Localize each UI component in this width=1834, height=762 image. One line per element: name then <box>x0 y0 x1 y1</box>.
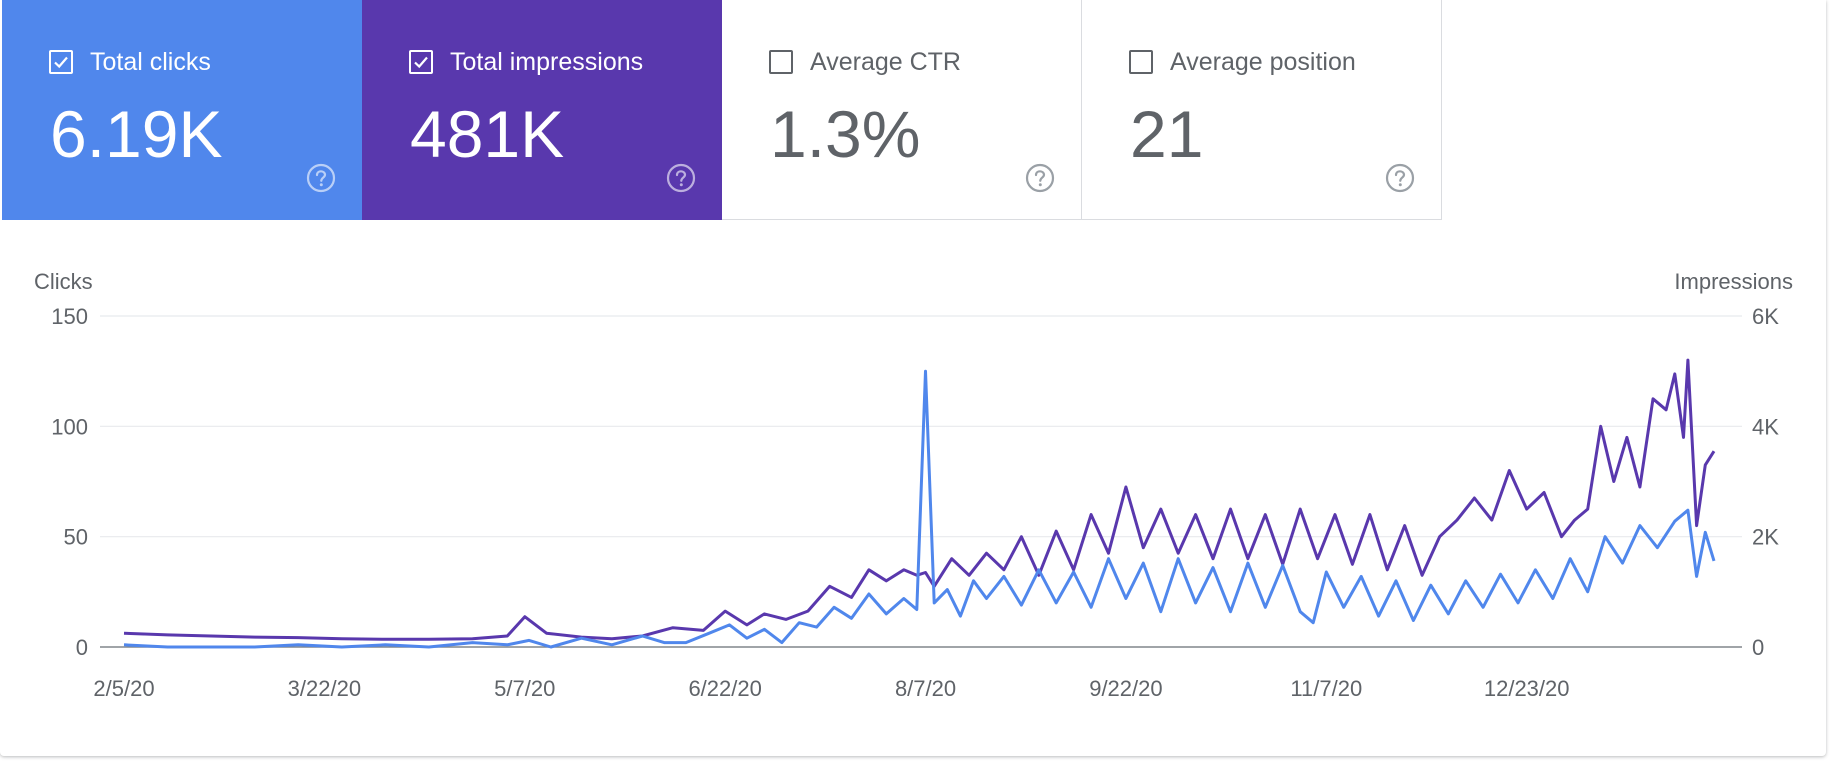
series-line-total-impressions <box>123 358 1716 641</box>
x-tick-label: 2/5/20 <box>93 676 154 701</box>
right-tick-label: 4K <box>1752 414 1779 439</box>
x-tick-label: 12/23/20 <box>1484 676 1570 701</box>
metric-average-position[interactable]: Average position 21 <box>1082 0 1442 220</box>
x-tick-label: 6/22/20 <box>688 676 761 701</box>
metric-tabs: Total clicks 6.19K Total impressions 481… <box>2 0 1442 220</box>
checkbox-icon[interactable] <box>769 50 793 74</box>
metric-value: 6.19K <box>50 97 223 171</box>
right-tick-label: 0 <box>1752 635 1764 660</box>
left-tick-label: 150 <box>51 304 88 329</box>
metric-total-clicks[interactable]: Total clicks 6.19K <box>2 0 362 220</box>
x-tick-label: 3/22/20 <box>288 676 361 701</box>
metric-label: Average position <box>1170 48 1356 76</box>
chart-gridlines <box>100 315 1742 648</box>
chart-svg: 0 50 100 150 0 2K 4K 6K 2/5/20 3/22/20 5/7/20 6/22/… <box>34 269 1793 701</box>
left-tick-label: 0 <box>76 635 88 660</box>
metric-value: 21 <box>1130 97 1204 171</box>
help-circle-icon[interactable] <box>1385 163 1415 193</box>
chart-tick-labels: 0 50 100 150 0 2K 4K 6K 2/5/20 3/22/20 5/7/20 6/22/… <box>51 304 1779 701</box>
metric-label: Total impressions <box>450 48 644 76</box>
metric-label: Total clicks <box>90 48 211 76</box>
metric-value: 481K <box>410 97 565 171</box>
x-tick-label: 11/7/20 <box>1290 676 1362 701</box>
metric-average-ctr[interactable]: Average CTR 1.3% <box>722 0 1082 220</box>
checkbox-icon[interactable] <box>1129 50 1153 74</box>
left-axis-label: Clicks <box>34 269 93 294</box>
x-tick-label: 8/7/20 <box>895 676 956 701</box>
series-line-total-clicks <box>123 369 1716 649</box>
chart-series <box>123 358 1716 649</box>
metric-value: 1.3% <box>770 97 921 171</box>
metric-label: Average CTR <box>810 48 961 76</box>
right-tick-label: 6K <box>1752 304 1779 329</box>
left-tick-label: 50 <box>64 525 88 550</box>
metric-total-impressions[interactable]: Total impressions 481K <box>362 0 722 220</box>
right-axis-label: Impressions <box>1674 269 1793 294</box>
x-tick-label: 5/7/20 <box>494 676 555 701</box>
x-tick-label: 9/22/20 <box>1089 676 1162 701</box>
left-tick-label: 100 <box>51 414 88 439</box>
help-circle-icon[interactable] <box>1025 163 1055 193</box>
performance-chart: 0 50 100 150 0 2K 4K 6K 2/5/20 3/22/20 5/7/20 6/22/… <box>0 220 1834 750</box>
right-tick-label: 2K <box>1752 525 1779 550</box>
help-circle-icon[interactable] <box>306 163 336 193</box>
checkbox-icon[interactable] <box>49 50 73 74</box>
checkbox-icon[interactable] <box>409 50 433 74</box>
help-circle-icon[interactable] <box>666 163 696 193</box>
